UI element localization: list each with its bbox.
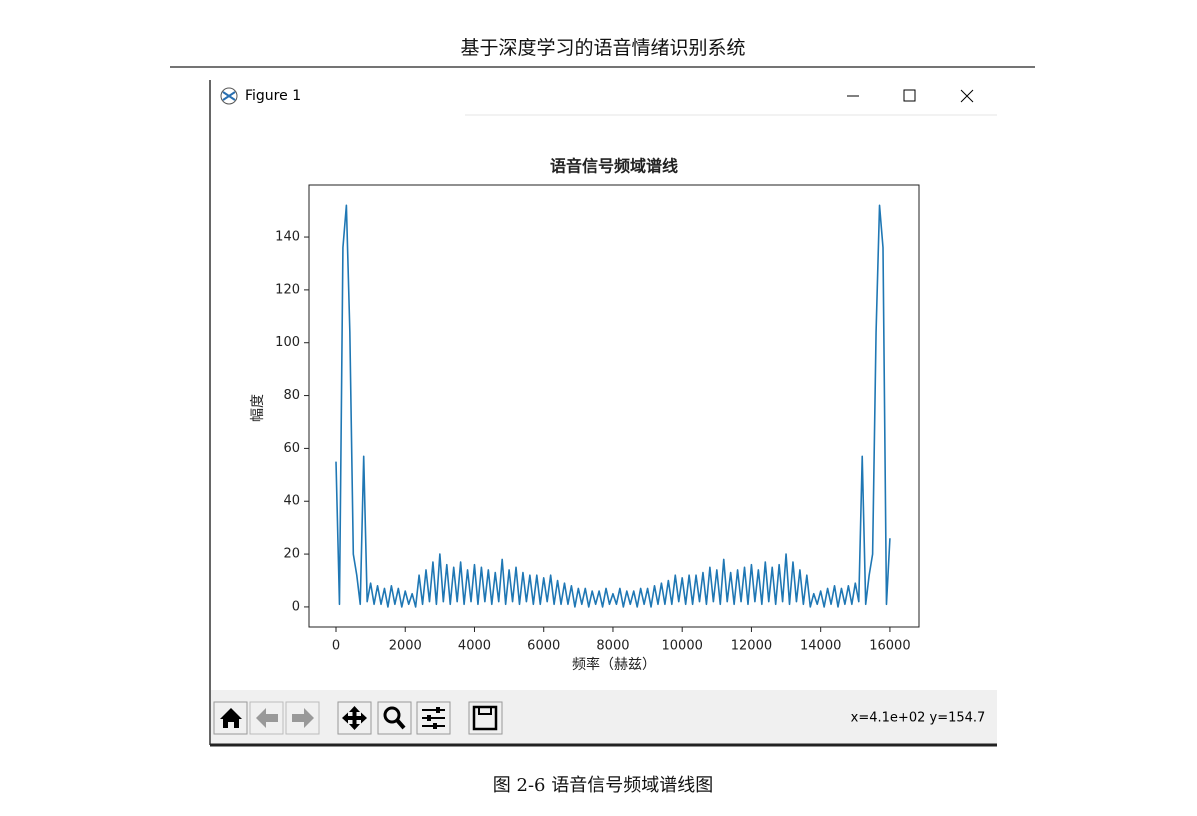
pan-icon	[342, 706, 367, 730]
y-tick-label: 60	[283, 441, 300, 456]
y-tick-label: 40	[283, 494, 300, 509]
x-tick-label: 2000	[389, 639, 422, 654]
save-icon-label	[478, 706, 492, 715]
maximize-button[interactable]	[903, 89, 916, 102]
x-tick-label: 14000	[800, 639, 841, 654]
x-tick-label: 12000	[731, 639, 772, 654]
y-tick-label: 100	[275, 335, 300, 350]
chart: 语音信号频域谱线 频率（赫兹） 幅度 0 2000 4000 6000 8000 1000…	[250, 157, 920, 673]
figure-caption: 图 2-6 语音信号频域谱线图	[493, 775, 713, 796]
app-icon-mark	[222, 91, 236, 101]
spectrum-line	[335, 204, 891, 608]
x-axis-label: 频率（赫兹）	[572, 656, 656, 673]
toolbar-buttons	[213, 701, 503, 735]
window-title: Figure 1	[245, 88, 301, 104]
configure-knob	[436, 707, 440, 713]
x-tick-label: 16000	[869, 639, 910, 654]
configure-knob	[433, 723, 437, 729]
zoom-icon	[383, 706, 401, 724]
y-tick-label: 140	[275, 230, 300, 245]
zoom-icon-handle	[395, 718, 406, 730]
x-tick-label: 6000	[527, 639, 560, 654]
plot-frame	[308, 184, 920, 628]
back-icon	[256, 708, 278, 728]
cursor-status: x=4.1e+02 y=154.7	[851, 711, 986, 726]
running-header: 基于深度学习的语音情绪识别系统	[460, 37, 745, 59]
x-tick-label: 8000	[596, 639, 629, 654]
home-icon	[220, 708, 242, 728]
home-button[interactable]	[213, 701, 248, 735]
y-tick-label: 80	[283, 388, 300, 403]
x-tick-label: 4000	[458, 639, 491, 654]
configure-knob	[427, 715, 431, 721]
zoom-button[interactable]	[377, 701, 412, 735]
y-tick-label: 120	[275, 282, 300, 297]
y-tick-label: 20	[283, 547, 300, 562]
y-axis-label: 幅度	[250, 394, 266, 422]
forward-icon	[292, 708, 314, 728]
chart-title: 语音信号频域谱线	[550, 157, 678, 176]
figure-window: Figure 1 x=4.1e+02 y=154.7	[209, 80, 997, 747]
x-tick-label: 0	[332, 639, 340, 654]
close-button[interactable]	[960, 89, 974, 103]
x-tick-label: 10000	[662, 639, 703, 654]
y-tick-label: 0	[292, 599, 300, 614]
